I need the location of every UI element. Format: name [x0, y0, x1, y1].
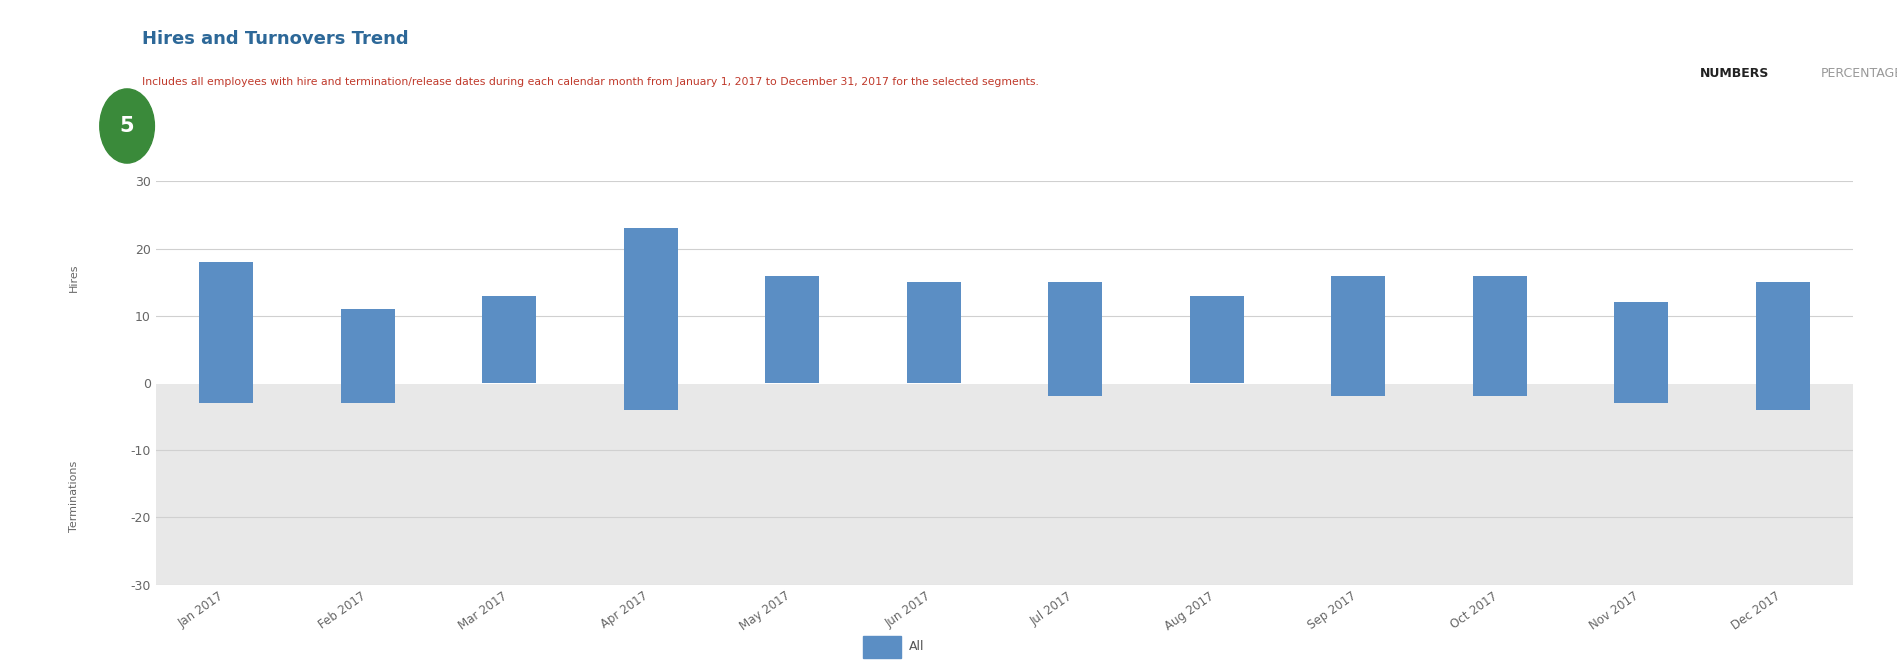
Text: 5: 5 [120, 116, 135, 136]
Bar [1049, 282, 1102, 383]
Bar [341, 309, 395, 383]
Text: NUMBERS: NUMBERS [1700, 67, 1770, 80]
Text: All: All [909, 640, 924, 653]
Bar [863, 636, 901, 658]
Bar [764, 276, 820, 383]
Text: Includes all employees with hire and termination/release dates during each calen: Includes all employees with hire and ter… [142, 77, 1040, 87]
Text: PERCENTAGE: PERCENTAGE [1821, 67, 1897, 80]
Bar [1332, 383, 1385, 396]
Circle shape [101, 89, 154, 163]
Bar [907, 282, 960, 383]
Bar [624, 228, 677, 383]
Bar [1757, 383, 1810, 410]
Bar [1049, 383, 1102, 396]
Bar [156, 181, 1853, 383]
Bar [1472, 383, 1527, 396]
Bar [156, 383, 1853, 585]
Bar [1614, 383, 1667, 403]
Bar [1757, 282, 1810, 383]
Bar [1614, 302, 1667, 383]
Text: Hires: Hires [68, 264, 80, 292]
Bar [199, 262, 252, 383]
Text: Hires and Turnovers Trend: Hires and Turnovers Trend [142, 30, 410, 48]
Bar [1472, 276, 1527, 383]
Bar [1332, 276, 1385, 383]
Bar [482, 296, 537, 383]
Bar [624, 383, 677, 410]
Bar [199, 383, 252, 403]
Text: Terminations: Terminations [68, 460, 80, 532]
Bar [1189, 296, 1244, 383]
Bar [341, 383, 395, 403]
